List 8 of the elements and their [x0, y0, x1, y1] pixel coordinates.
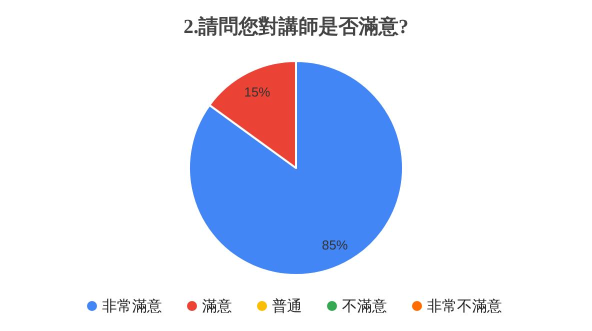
data-label: 85% — [322, 237, 348, 252]
data-label: 15% — [244, 84, 271, 100]
legend-label: 不滿意 — [342, 298, 387, 315]
legend-label: 非常不滿意 — [427, 298, 502, 315]
legend-label: 非常滿意 — [102, 298, 162, 315]
legend-label: 滿意 — [202, 298, 232, 315]
legend-label: 普通 — [272, 298, 302, 315]
chart-title: 2.請問您對講師是否滿意? — [184, 15, 408, 38]
